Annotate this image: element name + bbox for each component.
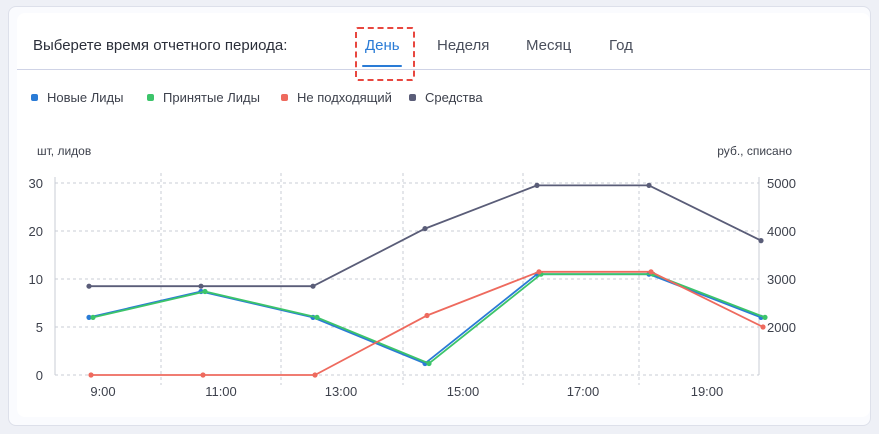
- data-point: [760, 324, 766, 330]
- x-tick-label: 11:00: [205, 384, 237, 399]
- data-point: [534, 182, 540, 188]
- data-point: [762, 314, 768, 320]
- active-tab-underline: [362, 65, 402, 67]
- report-card: Выберете время отчетного периода: День Н…: [8, 6, 871, 426]
- y-right-tick-label: 2000: [767, 320, 796, 335]
- tab-week[interactable]: Неделя: [437, 37, 490, 54]
- data-point: [198, 283, 204, 289]
- legend-swatch: [31, 94, 38, 101]
- tab-month[interactable]: Месяц: [526, 37, 572, 54]
- y-right-tick-label: 3000: [767, 272, 796, 287]
- data-point: [88, 372, 94, 378]
- legend-swatch: [281, 94, 288, 101]
- chart-axes: шт, лидов руб., списано 0 5 10 20 30 2000 3000 40…: [29, 144, 796, 399]
- period-label: Выберете время отчетного периода:: [33, 37, 288, 54]
- series-line-2: [91, 270, 764, 376]
- tab-day[interactable]: День: [365, 37, 400, 54]
- data-point: [426, 360, 432, 367]
- data-point: [312, 372, 318, 378]
- tab-year[interactable]: Год: [609, 37, 633, 54]
- active-tab-highlight: [355, 27, 415, 81]
- series-line-0: [88, 273, 762, 365]
- data-point: [86, 283, 92, 289]
- y-left-tick-label: 0: [36, 368, 43, 383]
- legend-label: Средства: [425, 90, 483, 105]
- x-tick-label: 19:00: [691, 384, 724, 399]
- legend-swatch: [147, 94, 154, 101]
- data-point: [310, 283, 316, 289]
- x-tick-label: 13:00: [325, 384, 358, 399]
- data-point: [86, 314, 92, 320]
- report-panel: Выберете время отчетного периода: День Н…: [17, 13, 870, 417]
- data-point: [646, 182, 652, 188]
- legend-label: Не подходящий: [297, 90, 392, 105]
- y-left-tick-label: 10: [29, 272, 43, 287]
- data-point: [314, 314, 320, 320]
- legend-label: Новые Лиды: [47, 90, 124, 105]
- y-right-tick-label: 5000: [767, 176, 796, 191]
- x-tick-label: 15:00: [447, 384, 480, 399]
- series-line-1: [92, 273, 766, 365]
- series-line-3: [89, 184, 762, 288]
- data-point: [422, 226, 428, 232]
- period-selector-bar: Выберете время отчетного периода: День Н…: [17, 13, 870, 81]
- data-point: [202, 288, 208, 295]
- legend-label: Принятые Лиды: [163, 90, 260, 105]
- y-left-tick-label: 30: [29, 176, 43, 191]
- data-point: [648, 269, 654, 275]
- data-point: [90, 314, 96, 320]
- left-axis-label: шт, лидов: [37, 144, 91, 158]
- line-chart: шт, лидов руб., списано 0 5 10 20 30 2000 3000 40…: [29, 144, 796, 399]
- y-left-tick-label: 20: [29, 224, 43, 239]
- x-tick-label: 9:00: [90, 384, 115, 399]
- chart-grid: [55, 173, 759, 385]
- x-tick-label: 17:00: [567, 384, 600, 399]
- y-left-tick-label: 5: [36, 320, 43, 335]
- data-point: [536, 269, 542, 275]
- right-axis-label: руб., списано: [717, 144, 792, 158]
- chart-series: [86, 182, 768, 378]
- data-point: [424, 312, 430, 319]
- legend-swatch: [409, 94, 416, 101]
- y-right-tick-label: 4000: [767, 224, 796, 239]
- data-point: [758, 238, 764, 244]
- data-point: [200, 372, 206, 378]
